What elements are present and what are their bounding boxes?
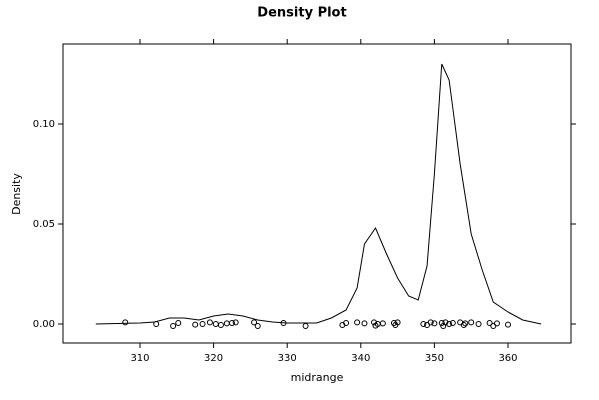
data-point xyxy=(361,320,368,327)
x-tick-label: 320 xyxy=(204,353,223,364)
y-tick-label: 0.00 xyxy=(33,319,55,330)
data-point xyxy=(206,319,213,326)
data-point xyxy=(280,320,287,326)
data-point xyxy=(217,322,224,328)
data-point xyxy=(302,323,309,329)
data-point xyxy=(379,320,386,327)
data-point xyxy=(228,320,235,326)
data-point xyxy=(175,320,182,326)
data-point xyxy=(486,320,493,326)
data-point xyxy=(420,321,427,327)
data-point xyxy=(371,319,378,326)
y-tick-label: 0.05 xyxy=(33,219,55,230)
x-tick-label: 310 xyxy=(130,353,149,364)
x-axis-label: midrange xyxy=(291,371,344,384)
data-point xyxy=(431,320,438,327)
x-tick-label: 360 xyxy=(498,353,517,364)
x-tick-label: 350 xyxy=(425,353,444,364)
plot-frame xyxy=(62,43,572,344)
data-point xyxy=(394,319,401,326)
data-point xyxy=(170,323,177,329)
data-point xyxy=(232,319,239,326)
data-point xyxy=(251,319,258,326)
data-point xyxy=(438,320,445,326)
data-point xyxy=(446,321,453,327)
data-point xyxy=(462,320,469,327)
y-tick-label: 0.10 xyxy=(33,119,55,130)
data-point xyxy=(475,321,482,327)
data-point xyxy=(254,323,261,329)
x-tick-label: 340 xyxy=(351,353,370,364)
data-point xyxy=(192,321,199,328)
data-point xyxy=(442,319,449,326)
y-axis-label: Density xyxy=(10,173,23,215)
data-point xyxy=(427,319,434,326)
data-point xyxy=(223,320,230,327)
data-point xyxy=(493,320,500,327)
data-point xyxy=(212,321,219,327)
data-point xyxy=(449,320,456,326)
data-point xyxy=(122,319,129,326)
density-line xyxy=(95,63,542,325)
data-point xyxy=(468,319,475,326)
data-point xyxy=(153,321,160,327)
data-point xyxy=(343,320,350,326)
chart-title: Density Plot xyxy=(257,6,346,21)
data-point xyxy=(504,321,511,328)
data-point xyxy=(199,321,206,327)
x-tick-label: 330 xyxy=(278,353,297,364)
data-point xyxy=(460,322,467,328)
data-point xyxy=(354,319,361,326)
